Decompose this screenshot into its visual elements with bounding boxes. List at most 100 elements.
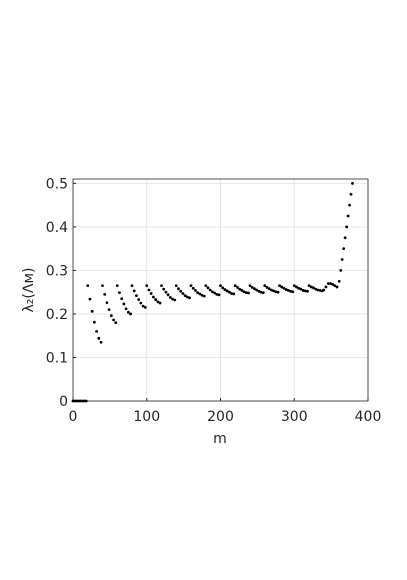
data-point xyxy=(107,308,111,311)
y-axis-label: λ₂(Λᴍ) xyxy=(21,268,37,313)
data-point xyxy=(177,287,180,291)
data-point xyxy=(291,290,295,294)
data-point xyxy=(147,288,151,292)
data-point xyxy=(301,289,305,292)
data-point xyxy=(120,297,124,301)
data-point xyxy=(145,284,149,288)
data-point xyxy=(342,247,346,251)
data-point xyxy=(286,289,290,292)
data-point xyxy=(217,293,221,297)
data-point xyxy=(250,285,254,289)
data-point xyxy=(289,289,292,293)
data-point xyxy=(208,288,212,292)
data-point xyxy=(84,399,88,403)
data-point xyxy=(292,284,296,288)
data-point xyxy=(191,286,195,290)
x-tick-label: 200 xyxy=(207,409,234,425)
data-point xyxy=(263,284,267,288)
data-point xyxy=(90,309,94,313)
data-point xyxy=(103,292,107,296)
data-point xyxy=(274,290,278,294)
data-point xyxy=(295,285,298,289)
data-point xyxy=(130,284,134,288)
data-point xyxy=(105,301,109,305)
data-point xyxy=(210,290,214,294)
data-point xyxy=(331,282,334,286)
data-point xyxy=(324,285,328,289)
data-point xyxy=(335,285,339,289)
data-point xyxy=(272,289,275,293)
data-point xyxy=(280,285,284,289)
data-point xyxy=(349,192,353,196)
data-point xyxy=(115,284,119,288)
data-point xyxy=(196,291,200,295)
data-point xyxy=(261,291,265,295)
data-point xyxy=(126,310,130,314)
x-tick-label: 400 xyxy=(355,409,382,425)
y-tick-label: 0.5 xyxy=(46,176,68,192)
data-point xyxy=(233,284,237,288)
data-point xyxy=(309,285,313,289)
data-point xyxy=(276,290,280,294)
data-point xyxy=(202,294,206,298)
data-point xyxy=(318,289,322,292)
data-point xyxy=(122,302,126,306)
data-point xyxy=(306,289,309,293)
data-point xyxy=(109,314,113,318)
data-point xyxy=(230,292,233,295)
data-point xyxy=(255,288,259,292)
data-point xyxy=(345,225,349,229)
data-point xyxy=(213,291,217,295)
data-point xyxy=(333,284,337,288)
data-point xyxy=(312,286,315,290)
data-point xyxy=(253,287,256,291)
data-point xyxy=(124,307,128,311)
y-tick-label: 0 xyxy=(59,394,68,410)
data-point xyxy=(149,292,153,295)
y-tick-label: 0.1 xyxy=(46,350,68,366)
data-point xyxy=(257,289,261,293)
data-point xyxy=(269,288,273,292)
data-point xyxy=(132,289,136,293)
data-point xyxy=(223,288,227,291)
data-point xyxy=(158,301,162,305)
data-point xyxy=(348,203,351,207)
data-point xyxy=(204,284,208,288)
data-point xyxy=(326,282,330,285)
data-point xyxy=(118,291,121,295)
data-point xyxy=(259,290,263,294)
data-point xyxy=(219,284,222,288)
data-point xyxy=(340,258,344,261)
data-point xyxy=(189,284,193,288)
data-point xyxy=(162,287,166,291)
data-point xyxy=(183,294,187,298)
data-point xyxy=(185,295,189,299)
data-point xyxy=(114,321,118,325)
data-point xyxy=(337,279,341,283)
data-point xyxy=(141,304,145,308)
data-point xyxy=(166,293,170,297)
data-point xyxy=(267,287,271,291)
data-point xyxy=(278,284,281,288)
data-point xyxy=(303,289,307,293)
data-point xyxy=(139,301,143,305)
data-point xyxy=(200,293,204,297)
plot-frame xyxy=(72,178,369,402)
data-point xyxy=(137,298,141,301)
data-point xyxy=(164,290,168,294)
data-point xyxy=(244,291,248,295)
data-point xyxy=(307,284,311,288)
y-tick-label: 0.2 xyxy=(46,307,68,323)
data-point xyxy=(143,306,147,309)
data-point xyxy=(86,284,90,288)
data-point xyxy=(181,292,185,295)
data-point xyxy=(135,294,138,298)
x-axis-label: m xyxy=(213,431,227,447)
data-point xyxy=(101,284,104,288)
data-point xyxy=(232,292,236,296)
data-point xyxy=(238,287,242,291)
x-tick-label: 300 xyxy=(281,409,308,425)
x-tick-label: 0 xyxy=(69,409,78,425)
data-point xyxy=(343,236,347,240)
